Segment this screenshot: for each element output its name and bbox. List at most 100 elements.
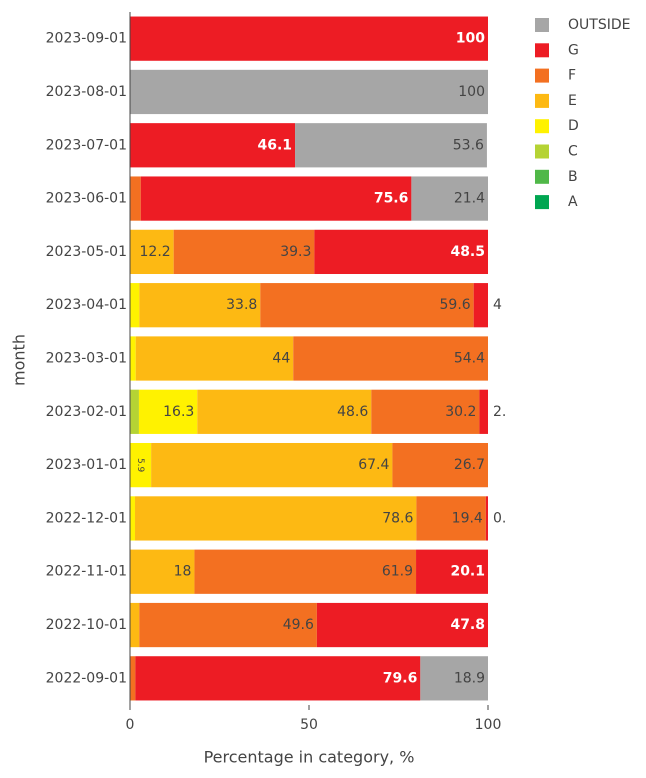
legend-swatch <box>535 169 549 184</box>
data-label: 18 <box>174 564 192 580</box>
data-label: 16.3 <box>163 404 194 420</box>
y-tick-label: 2022-10-01 <box>46 617 127 633</box>
bar-segment <box>420 656 488 701</box>
data-label: 30.2 <box>445 404 476 420</box>
x-tick-label: 0 <box>126 717 135 733</box>
data-label: 4 <box>493 297 502 313</box>
data-label: 44 <box>272 351 290 367</box>
data-label: 78.6 <box>382 510 413 526</box>
bar-segment <box>140 176 412 221</box>
bar-segment <box>130 176 141 221</box>
bar-segment <box>130 656 136 701</box>
y-tick-label: 2023-01-01 <box>46 457 127 473</box>
bar-segment <box>130 283 140 328</box>
x-axis-title: Percentage in category, % <box>204 748 415 767</box>
bar-segment <box>197 389 372 434</box>
bar-segment <box>316 602 488 648</box>
bar-segment <box>138 389 198 434</box>
legend-label: F <box>568 68 576 84</box>
y-tick-label: 2023-07-01 <box>46 137 127 153</box>
data-label: 20.1 <box>450 564 485 580</box>
bar-segment <box>130 69 488 115</box>
bar-segment <box>293 336 488 381</box>
legend-swatch <box>535 43 549 58</box>
data-label: 18.9 <box>454 670 485 686</box>
bar-segment <box>130 442 152 488</box>
y-tick-label: 2022-11-01 <box>46 564 127 580</box>
bar-segment <box>135 656 421 701</box>
bar-segment <box>260 283 474 328</box>
bar-segment <box>295 123 487 168</box>
x-tick-label: 100 <box>475 717 502 733</box>
bar-segment <box>130 16 488 61</box>
data-label: 12.2 <box>140 244 171 260</box>
data-label: 26.7 <box>454 457 485 473</box>
data-label: 48.6 <box>337 404 368 420</box>
bar-segment <box>194 549 417 594</box>
data-label: 33.8 <box>226 297 257 313</box>
data-label: 100 <box>456 31 485 47</box>
bar-segment <box>485 496 488 541</box>
y-tick-label: 2022-12-01 <box>46 510 127 526</box>
x-tick-label: 50 <box>300 717 318 733</box>
y-tick-label: 2023-06-01 <box>46 191 127 207</box>
legend-label: E <box>568 93 577 109</box>
y-axis-title: month <box>10 334 29 386</box>
bar-segment <box>173 229 315 275</box>
legend-label: B <box>568 169 578 185</box>
bar-segment <box>135 496 417 541</box>
legend-swatch <box>535 93 549 108</box>
y-tick-label: 2023-05-01 <box>46 244 127 260</box>
y-tick-label: 2023-08-01 <box>46 84 127 100</box>
legend-swatch <box>535 195 549 210</box>
data-label: 47.8 <box>450 617 485 633</box>
bar-segment <box>130 336 136 381</box>
bar-segment <box>130 496 136 541</box>
legend-label: A <box>568 194 578 210</box>
data-label: 79.6 <box>383 670 418 686</box>
data-label: 21.4 <box>454 191 485 207</box>
bar-segment <box>479 389 488 434</box>
bar-segment <box>473 283 488 328</box>
legend-label: D <box>568 118 579 134</box>
bar-segment <box>416 496 486 541</box>
data-label: 0. <box>493 510 506 526</box>
data-label: 39.3 <box>280 244 311 260</box>
legend-label: C <box>568 144 578 160</box>
bar-segment <box>139 602 317 648</box>
data-label: 2. <box>493 404 506 420</box>
bar-segment <box>130 123 296 168</box>
y-tick-label: 2023-02-01 <box>46 404 127 420</box>
legend-swatch <box>535 144 549 159</box>
bar-segment <box>130 229 174 275</box>
data-label: 59.6 <box>440 297 471 313</box>
data-label: 5.9 <box>135 458 145 473</box>
data-label: 48.5 <box>450 244 485 260</box>
legend-swatch <box>535 18 549 32</box>
bar-segment <box>135 336 294 381</box>
data-label: 61.9 <box>382 564 413 580</box>
bar-segment <box>314 229 488 275</box>
bar-segment <box>130 549 195 594</box>
bar-segment <box>371 389 480 434</box>
legend-label: G <box>568 42 579 58</box>
y-tick-label: 2023-09-01 <box>46 31 127 47</box>
data-label: 54.4 <box>454 351 485 367</box>
legend-label: OUTSIDE <box>568 17 630 33</box>
bar-segment <box>416 549 488 594</box>
data-label: 100 <box>458 84 485 100</box>
y-tick-label: 2023-04-01 <box>46 297 127 313</box>
bar-segment <box>411 176 488 221</box>
bar-segment <box>392 442 488 488</box>
y-tick-label: 2022-09-01 <box>46 670 127 686</box>
data-label: 49.6 <box>283 617 314 633</box>
bar-segment <box>151 442 393 488</box>
bar-segment <box>130 389 139 434</box>
data-label: 46.1 <box>257 137 292 153</box>
data-label: 67.4 <box>358 457 389 473</box>
y-tick-label: 2023-03-01 <box>46 351 127 367</box>
legend-swatch <box>535 119 549 134</box>
data-label: 19.4 <box>452 510 483 526</box>
bar-segment <box>139 283 261 328</box>
